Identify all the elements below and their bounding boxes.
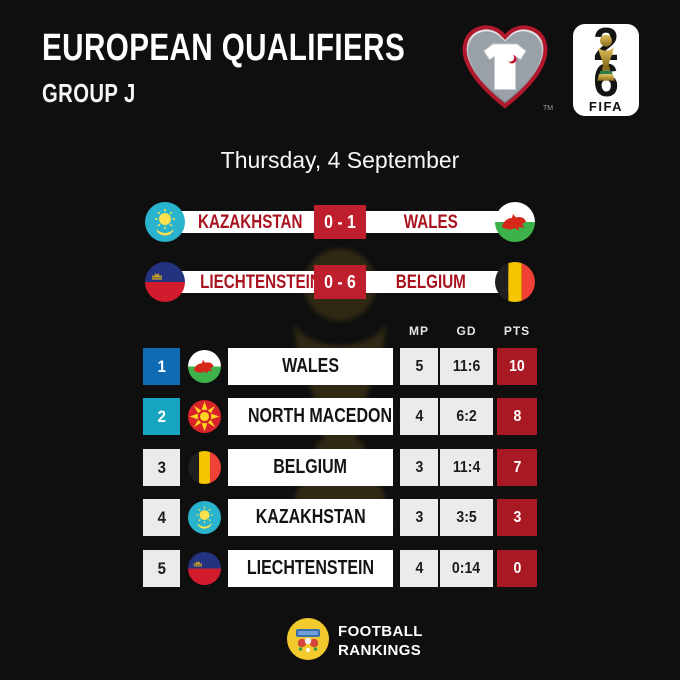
position-badge: 5 [143, 550, 180, 587]
points-badge: 0 [497, 550, 537, 587]
team-name: NORTH MACEDONIA [228, 398, 408, 435]
liechtenstein-flag-icon [188, 552, 221, 585]
table-row-north-macedonia: 2 NORTH MACEDONIA 4 6:2 8 [0, 398, 680, 435]
position-badge: 3 [143, 449, 180, 486]
points-badge: 7 [497, 449, 537, 486]
kazakhstan-flag-icon [145, 202, 185, 242]
wales-flag-icon [495, 202, 535, 242]
home-team-name: KAZAKHSTAN [198, 212, 303, 233]
points-badge: 10 [497, 348, 537, 385]
match-score: 0 - 1 [314, 205, 366, 239]
page-title: EUROPEAN QUALIFIERS [42, 27, 406, 69]
table-row-belgium: 3 BELGIUM 3 11:4 7 [0, 449, 680, 486]
match-result-liechtenstein-belgium: LIECHTENSTEIN 0 - 6 BELGIUM [0, 262, 680, 302]
matches-played: 4 [400, 550, 438, 587]
position-badge: 2 [143, 398, 180, 435]
column-header-gd: GD [456, 324, 477, 338]
team-name: BELGIUM [228, 449, 393, 486]
football-rankings-logo-icon [287, 618, 329, 660]
position-badge: 4 [143, 499, 180, 536]
goal-difference: 0:14 [440, 550, 493, 587]
football-rankings-wordmark: FOOTBALL RANKINGS [338, 622, 423, 660]
belgium-flag-icon [188, 451, 221, 484]
matches-played: 3 [400, 449, 438, 486]
fifa-trophy-icon [597, 34, 615, 81]
liechtenstein-flag-icon [145, 262, 185, 302]
group-label: GROUP J [42, 78, 136, 108]
home-team-name: LIECHTENSTEIN [200, 272, 321, 293]
matches-played: 5 [400, 348, 438, 385]
team-name: LIECHTENSTEIN [228, 550, 393, 587]
away-team-name: WALES [403, 212, 458, 233]
goal-difference: 6:2 [440, 398, 493, 435]
european-qualifiers-logo: TM [462, 25, 553, 112]
table-row-kazakhstan: 4 KAZAKHSTAN 3 3:5 3 [0, 499, 680, 536]
away-team-name: BELGIUM [395, 272, 466, 293]
eq-logo-tm: TM [543, 105, 553, 112]
matches-played: 4 [400, 398, 438, 435]
kazakhstan-flag-icon [188, 501, 221, 534]
column-header-mp: MP [409, 324, 429, 338]
points-badge: 8 [497, 398, 537, 435]
fifa-wordmark: FIFA [588, 99, 624, 114]
date-banner: Thursday, 4 September [220, 147, 460, 173]
match-result-kazakhstan-wales: KAZAKHSTAN 0 - 1 WALES [0, 202, 680, 242]
matches-played: 3 [400, 499, 438, 536]
table-row-liechtenstein: 5 LIECHTENSTEIN 4 0:14 0 [0, 550, 680, 587]
column-header-pts: PTS [503, 324, 531, 338]
wales-flag-icon [188, 350, 221, 383]
team-name: WALES [228, 348, 393, 385]
brand-line-1: FOOTBALL [338, 623, 423, 640]
points-badge: 3 [497, 499, 537, 536]
team-name: KAZAKHSTAN [228, 499, 393, 536]
goal-difference: 11:6 [440, 348, 493, 385]
goal-difference: 11:4 [440, 449, 493, 486]
fifa-world-cup-26-logo: 2 6 FIFA [573, 21, 639, 116]
brand-line-2: RANKINGS [338, 642, 422, 659]
north-macedonia-flag-icon [188, 400, 221, 433]
goal-difference: 3:5 [440, 499, 493, 536]
position-badge: 1 [143, 348, 180, 385]
table-row-wales: 1 WALES 5 11:6 10 [0, 348, 680, 385]
belgium-flag-icon [495, 262, 535, 302]
match-score: 0 - 6 [314, 265, 366, 299]
